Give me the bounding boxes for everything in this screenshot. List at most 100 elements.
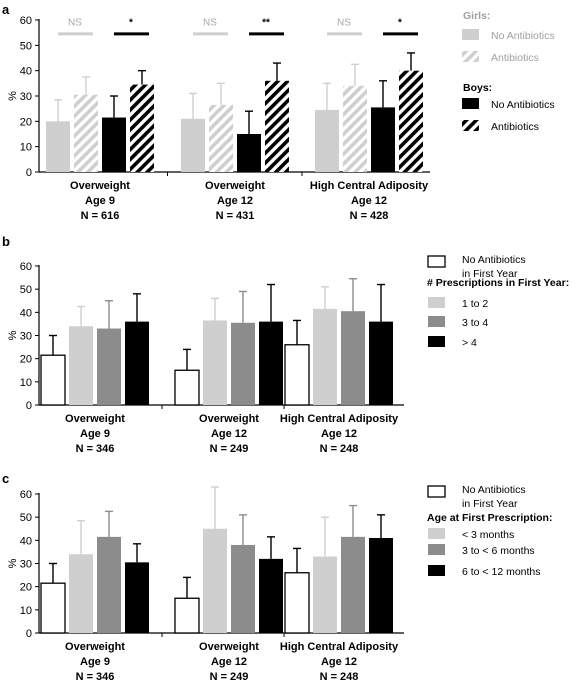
bar-girls_no xyxy=(46,121,70,172)
bar-none xyxy=(174,369,200,406)
chart-legend: No Antibiotics in First Year# Prescriptio… xyxy=(427,254,569,349)
bar-boys_no xyxy=(237,134,261,172)
y-tick-label: 50 xyxy=(20,284,32,296)
legend-swatch xyxy=(462,29,479,40)
bar-girls_ab xyxy=(343,85,367,172)
legend-header: Girls: xyxy=(463,10,490,22)
group-label: Overweight xyxy=(65,641,125,653)
bar-girls_ab xyxy=(209,104,233,172)
bar-pgt4 xyxy=(369,321,393,405)
y-tick-label: 10 xyxy=(20,605,32,617)
bar-p1to2 xyxy=(313,308,337,405)
significance-label-boys: * xyxy=(398,18,402,29)
group-label: N = 249 xyxy=(210,671,249,683)
bar-boys_no xyxy=(102,117,126,172)
y-tick-label: 20 xyxy=(20,582,32,594)
y-tick-label: 60 xyxy=(20,489,32,501)
legend-label-line2: in First Year xyxy=(462,268,518,280)
legend-header: Age at First Prescription: xyxy=(427,512,552,524)
y-tick-label: 60 xyxy=(20,261,32,273)
legend-swatch xyxy=(428,565,445,576)
legend-header: Boys: xyxy=(463,82,492,94)
y-tick-label: 10 xyxy=(20,142,32,154)
significance-label-boys: ** xyxy=(262,18,270,29)
bar-girls_ab xyxy=(74,94,98,172)
chart-panel-a: a% 0 10 20 30 40 50 60 Overweight Age 9 N = 616 Ove… xyxy=(2,2,555,222)
bar-none xyxy=(40,354,66,406)
legend-swatch xyxy=(428,336,445,347)
chart-legend: No Antibiotics in First Year Age at First … xyxy=(427,484,552,578)
legend-swatch xyxy=(428,544,445,555)
bar-p1to2 xyxy=(69,326,93,405)
bar-p3to4 xyxy=(341,311,365,405)
significance-label-girls: NS xyxy=(203,18,217,29)
bar-p1to2 xyxy=(203,320,227,405)
group-label: High Central Adiposity xyxy=(280,413,399,425)
group-label: Age 12 xyxy=(211,656,247,668)
bar-boys_ab xyxy=(130,84,154,172)
group-label: N = 428 xyxy=(350,210,389,222)
bar-6to12m xyxy=(369,538,393,633)
panel-letter: a xyxy=(2,2,10,17)
group-label: Age 12 xyxy=(217,195,253,207)
y-tick-label: 30 xyxy=(20,559,32,571)
group-label: High Central Adiposity xyxy=(280,641,399,653)
bar-boys_ab xyxy=(265,80,289,172)
bar-6to12m xyxy=(125,562,149,633)
y-tick-label: 40 xyxy=(20,307,32,319)
legend-label: 3 to 4 xyxy=(462,317,488,329)
bar-none xyxy=(284,572,310,634)
chart-panel-b: b% 0 10 20 30 40 50 60 Overweight Age 9 N = 346 Ove… xyxy=(2,234,569,455)
bar-girls_no xyxy=(181,118,205,172)
bar-none xyxy=(174,597,200,634)
legend-swatch xyxy=(462,98,479,109)
bar-boys_no xyxy=(371,107,395,172)
legend-label: > 4 xyxy=(462,337,477,349)
legend-label: Antibiotics xyxy=(491,52,539,64)
significance-label-boys: * xyxy=(129,18,133,29)
group-label: Age 9 xyxy=(80,656,110,668)
group-label: Overweight xyxy=(65,413,125,425)
bar-3to6m xyxy=(97,536,121,633)
y-tick-label: 30 xyxy=(20,91,32,103)
group-label: Overweight xyxy=(199,413,259,425)
bar-pgt4 xyxy=(259,321,283,405)
bar-lt3m xyxy=(69,554,93,633)
y-tick-label: 20 xyxy=(20,354,32,366)
legend-swatch xyxy=(427,485,446,498)
group-label: Overweight xyxy=(70,180,130,192)
significance-label-girls: NS xyxy=(68,18,82,29)
bar-lt3m xyxy=(313,556,337,633)
bar-boys_ab xyxy=(399,70,423,172)
bar-3to6m xyxy=(341,536,365,633)
group-label: Age 12 xyxy=(321,656,357,668)
legend-swatch xyxy=(428,528,445,539)
y-axis-label: % xyxy=(7,558,19,568)
y-tick-label: 30 xyxy=(20,331,32,343)
y-tick-label: 40 xyxy=(20,535,32,547)
y-tick-label: 0 xyxy=(26,628,32,640)
legend-swatch xyxy=(462,51,479,62)
group-label: Age 9 xyxy=(80,428,110,440)
group-label: High Central Adiposity xyxy=(310,180,429,192)
bar-none xyxy=(284,344,310,406)
panel-letter: c xyxy=(2,471,9,486)
bar-p3to4 xyxy=(97,328,121,405)
legend-label: 1 to 2 xyxy=(462,298,488,310)
legend-label: No Antibiotics xyxy=(491,99,555,111)
legend-label: Antibiotics xyxy=(491,121,539,133)
bar-lt3m xyxy=(203,528,227,633)
y-tick-label: 10 xyxy=(20,377,32,389)
legend-header: # Prescriptions in First Year: xyxy=(427,277,569,289)
bar-3to6m xyxy=(231,544,255,633)
y-tick-label: 50 xyxy=(20,512,32,524)
legend-swatch xyxy=(428,316,445,327)
group-label: N = 616 xyxy=(81,210,120,222)
group-label: N = 346 xyxy=(76,671,115,683)
group-label: N = 248 xyxy=(320,443,359,455)
panel-letter: b xyxy=(2,234,10,249)
significance-label-girls: NS xyxy=(337,18,351,29)
y-tick-label: 50 xyxy=(20,40,32,52)
